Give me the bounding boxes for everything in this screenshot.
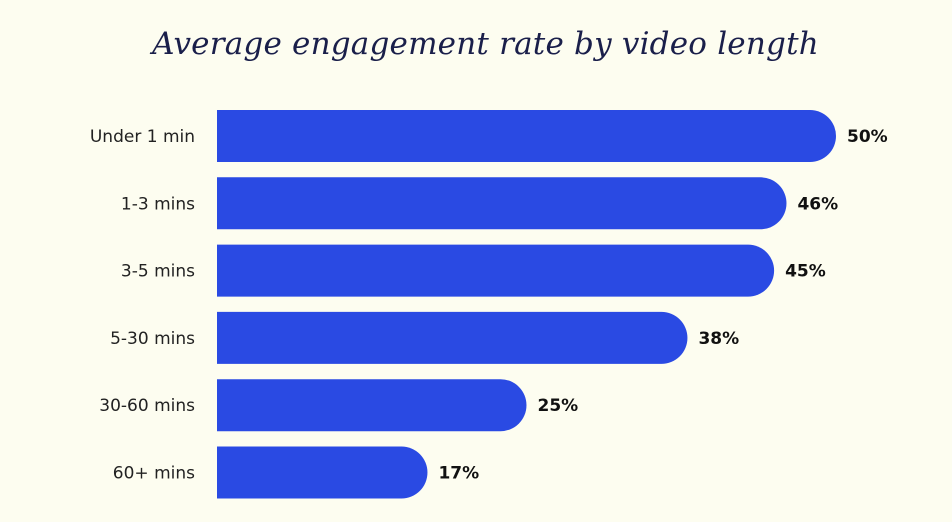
value-label: 45% <box>785 262 826 282</box>
bar-1 <box>217 177 787 230</box>
value-label: 25% <box>538 396 579 416</box>
category-label: 60+ mins <box>113 464 195 484</box>
bar-4 <box>217 379 527 432</box>
category-label: 3-5 mins <box>121 262 195 282</box>
chart-title: Average engagement rate by video length <box>152 26 819 62</box>
category-label: 1-3 mins <box>121 194 195 214</box>
category-label: Under 1 min <box>90 127 195 147</box>
bar-0 <box>217 110 836 162</box>
value-label: 46% <box>797 194 838 214</box>
value-label: 17% <box>438 464 479 484</box>
value-label: 50% <box>847 127 888 147</box>
category-label: 30-60 mins <box>99 396 195 416</box>
category-label: 5-30 mins <box>110 329 195 349</box>
bar-3 <box>217 311 688 364</box>
bar-2 <box>217 244 775 297</box>
value-label: 38% <box>698 329 739 349</box>
bar-5 <box>217 446 428 499</box>
